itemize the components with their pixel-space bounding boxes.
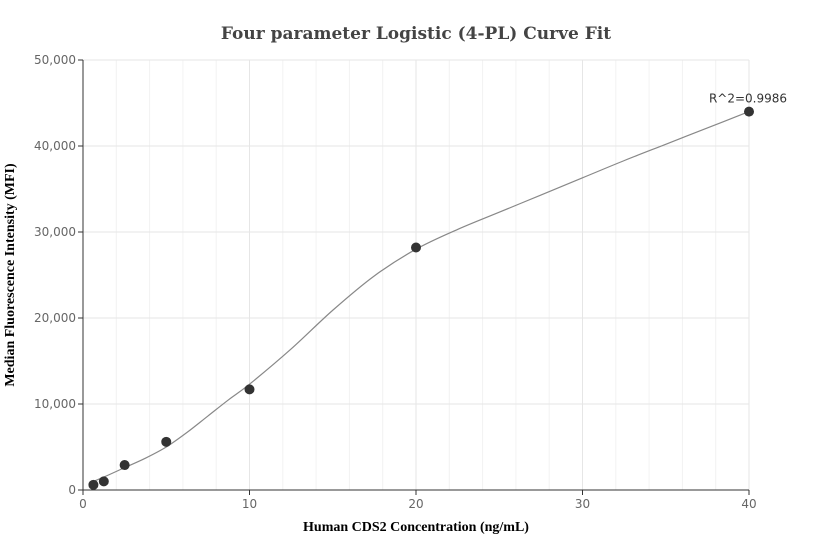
y-tick-label: 50,000: [34, 53, 76, 67]
grid: [83, 59, 750, 490]
y-axis-title: Median Fluorescence Intensity (MFI): [3, 163, 18, 387]
y-tick-label: 10,000: [34, 397, 76, 411]
x-tick-label: 20: [408, 497, 423, 511]
tick-labels: 0 10,000 20,000 30,000 40,000 50,000 0 10 20 30 40: [34, 53, 757, 511]
chart-title: Four parameter Logistic (4-PL) Curve Fit: [221, 24, 611, 44]
data-point: [411, 242, 421, 253]
y-tick-label: 40,000: [34, 139, 76, 153]
y-tick-label: 30,000: [34, 225, 76, 239]
data-point: [119, 460, 130, 471]
x-tick-label: 10: [242, 497, 257, 511]
data-points: [88, 106, 754, 490]
x-axis-title: Human CDS2 Concentration (ng/mL): [303, 520, 529, 535]
x-tick-label: 40: [741, 497, 756, 511]
data-point: [98, 476, 109, 487]
fit-curve: [93, 111, 750, 482]
x-tick-label: 30: [575, 497, 590, 511]
axes: [78, 59, 750, 495]
data-point: [88, 479, 99, 490]
y-tick-label: 20,000: [34, 311, 76, 325]
x-tick-label: 0: [79, 497, 87, 511]
data-point: [161, 436, 172, 447]
data-point: [244, 384, 255, 395]
y-tick-label: 0: [68, 483, 76, 497]
r-squared-annotation: R^2=0.9986: [709, 92, 787, 106]
data-point: [744, 106, 754, 117]
